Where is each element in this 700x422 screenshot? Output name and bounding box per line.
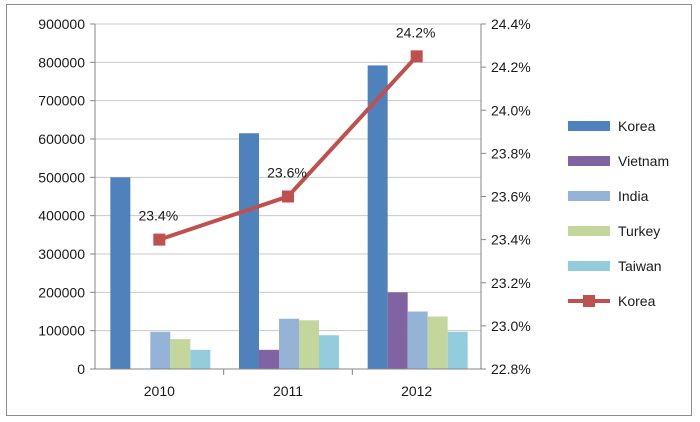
x-tick-label: 2011 (273, 383, 303, 399)
legend-label: Turkey (618, 223, 660, 239)
bar-turkey-2012 (427, 316, 448, 369)
right-tick-label: 23.0% (491, 318, 531, 334)
left-tick-label: 400000 (38, 208, 85, 224)
bar-india-2010 (150, 331, 171, 369)
right-tick-label: 24.0% (491, 102, 531, 118)
bar-vietnam-2012 (387, 292, 408, 369)
right-tick-label: 22.8% (491, 361, 531, 377)
left-tick-label: 900000 (38, 16, 85, 32)
right-tick-label: 23.6% (491, 189, 531, 205)
bar-korea-2012 (367, 65, 388, 370)
right-tick-label: 24.4% (491, 16, 531, 32)
left-tick-label: 100000 (38, 323, 85, 339)
bar-turkey-2010 (170, 339, 191, 369)
bar-vietnam-2011 (259, 349, 279, 369)
line-point-2011 (282, 190, 294, 203)
bar-korea-2011 (239, 133, 259, 369)
left-tick-label: 800000 (38, 54, 85, 70)
data-label: 24.2% (396, 24, 436, 40)
left-tick-label: 600000 (38, 131, 85, 147)
line-series: 23.4% 23.6% 24.2% (138, 24, 436, 246)
legend-swatch-korea (568, 121, 610, 131)
bar-taiwan-2012 (447, 331, 468, 369)
legend-label: India (618, 188, 649, 204)
data-label: 23.6% (267, 165, 307, 181)
left-tick-label: 300000 (38, 246, 85, 262)
legend-label: Taiwan (618, 258, 662, 274)
bar-korea-2010 (110, 177, 131, 369)
line-point-2012 (410, 50, 423, 63)
right-axis-ticks: 22.8% 23.0% 23.2% 23.4% 23.6% 23.8% 24.0% 24.2%… (491, 16, 531, 377)
right-tick-label: 23.2% (491, 275, 531, 291)
right-tick-label: 23.4% (491, 232, 531, 248)
legend-swatch-vietnam (568, 156, 610, 166)
legend-swatch-india (568, 191, 610, 201)
bar-series (110, 65, 468, 370)
data-label: 23.4% (138, 208, 178, 224)
legend: Korea Vietnam India Turkey Taiwan Korea (568, 118, 669, 309)
right-tick-label: 23.8% (491, 145, 531, 161)
legend-label: Vietnam (618, 153, 669, 169)
combo-chart: 0 100000 200000 300000 400000 500000 600000 700… (38, 16, 669, 399)
chart-frame: 0 100000 200000 300000 400000 500000 600000 700… (6, 4, 692, 416)
x-tick-label: 2010 (144, 383, 175, 399)
bar-taiwan-2011 (319, 335, 339, 369)
line-point-2010 (153, 233, 166, 246)
x-axis-categories: 2010 2011 2012 (144, 383, 433, 399)
legend-line-marker (583, 295, 595, 307)
bar-taiwan-2010 (190, 349, 211, 369)
left-tick-label: 200000 (38, 284, 85, 300)
left-tick-label: 700000 (38, 93, 85, 109)
bar-india-2011 (279, 318, 299, 369)
x-tick-label: 2012 (401, 383, 432, 399)
right-tick-label: 24.2% (491, 59, 531, 75)
legend-label: Korea (618, 293, 656, 309)
bar-turkey-2011 (299, 320, 319, 369)
gridlines (95, 23, 481, 332)
left-tick-label: 0 (77, 361, 85, 377)
left-tick-label: 500000 (38, 169, 85, 185)
left-axis-ticks: 0 100000 200000 300000 400000 500000 600000 700… (38, 16, 85, 377)
legend-swatch-taiwan (568, 261, 610, 271)
axes (90, 23, 486, 375)
legend-swatch-turkey (568, 226, 610, 236)
bar-india-2012 (407, 311, 428, 369)
legend-label: Korea (618, 118, 656, 134)
